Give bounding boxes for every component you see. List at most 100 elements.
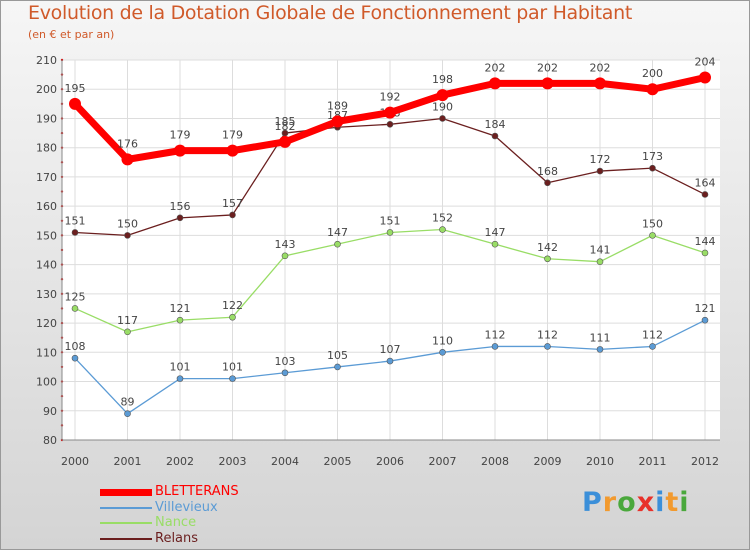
data-label-bletterans: 202 <box>537 61 558 74</box>
data-point-nance <box>596 258 604 265</box>
logo-letter: t <box>665 487 680 518</box>
legend-label: BLETTERANS <box>155 484 239 499</box>
data-label-bletterans: 179 <box>170 129 191 142</box>
data-point-villevieux <box>124 410 131 417</box>
data-label-bletterans: 202 <box>590 61 611 74</box>
data-point-villevieux <box>334 363 341 371</box>
data-label-villevieux: 112 <box>642 328 663 341</box>
data-label-relans: 190 <box>432 100 453 113</box>
data-point-villevieux <box>439 349 446 356</box>
logo-letter: i <box>679 487 690 518</box>
data-point-villevieux <box>281 369 289 377</box>
data-label-nance: 122 <box>222 299 243 312</box>
data-label-bletterans: 189 <box>327 99 348 112</box>
legend-swatch <box>100 522 152 524</box>
data-point-bletterans <box>489 77 501 90</box>
y-tick-label: 150 <box>36 229 57 242</box>
x-tick-label: 2011 <box>639 455 667 468</box>
data-point-bletterans <box>699 71 711 84</box>
data-label-bletterans: 182 <box>275 120 296 133</box>
data-label-bletterans: 200 <box>642 67 663 80</box>
data-point-nance <box>334 240 341 248</box>
y-tick-label: 170 <box>36 171 57 184</box>
logo-letter: x <box>636 487 656 518</box>
data-point-villevieux <box>229 375 236 382</box>
data-label-villevieux: 103 <box>275 355 296 368</box>
data-point-bletterans <box>646 83 659 96</box>
data-point-relans <box>229 211 236 219</box>
x-tick-label: 2002 <box>166 455 194 468</box>
legend-label: Villevieux <box>155 500 218 515</box>
data-point-bletterans <box>279 135 291 148</box>
y-tick-label: 130 <box>36 288 57 301</box>
data-point-relans <box>386 121 394 128</box>
y-tick-label: 100 <box>36 376 57 389</box>
data-label-relans: 173 <box>642 150 663 163</box>
data-point-nance <box>544 255 551 263</box>
data-label-nance: 144 <box>695 235 716 248</box>
data-label-villevieux: 89 <box>121 396 135 409</box>
data-label-nance: 143 <box>275 238 296 251</box>
legend-swatch <box>100 488 152 496</box>
data-point-relans <box>176 214 184 222</box>
data-label-nance: 117 <box>117 314 138 327</box>
data-label-bletterans: 192 <box>380 91 401 104</box>
data-point-villevieux <box>649 343 656 350</box>
data-point-nance <box>386 229 394 236</box>
data-point-nance <box>491 240 499 248</box>
data-point-nance <box>281 252 289 260</box>
data-label-nance: 150 <box>642 217 663 230</box>
legend-item-relans: Relans <box>100 532 198 546</box>
logo-letter: i <box>655 487 666 518</box>
data-point-bletterans <box>174 144 186 157</box>
data-point-relans <box>439 115 446 122</box>
data-point-villevieux <box>386 357 394 365</box>
y-tick-label: 200 <box>36 83 57 96</box>
data-label-bletterans: 176 <box>117 137 138 150</box>
data-point-relans <box>544 179 551 187</box>
y-tick-label: 140 <box>36 259 57 272</box>
data-point-bletterans <box>594 77 606 90</box>
data-point-relans <box>701 191 709 198</box>
legend-label: Nance <box>155 515 197 530</box>
data-point-nance <box>701 249 709 257</box>
data-label-villevieux: 101 <box>222 361 243 374</box>
data-point-villevieux <box>544 343 551 350</box>
data-point-villevieux <box>71 354 79 362</box>
data-point-bletterans <box>384 106 396 119</box>
data-point-nance <box>71 305 79 312</box>
data-label-relans: 151 <box>65 214 86 227</box>
data-label-villevieux: 107 <box>380 343 401 356</box>
data-label-relans: 150 <box>117 217 138 230</box>
logo-letter: P <box>582 487 603 518</box>
data-point-bletterans <box>436 89 449 102</box>
data-label-relans: 185 <box>275 115 296 128</box>
chart-title: Evolution de la Dotation Globale de Fonc… <box>28 2 633 24</box>
logo-letter: o <box>617 487 637 518</box>
legend-swatch <box>100 538 152 540</box>
data-label-bletterans: 179 <box>222 129 243 142</box>
data-point-villevieux <box>491 343 499 350</box>
data-point-nance <box>649 232 656 239</box>
data-point-bletterans <box>331 115 344 128</box>
data-point-nance <box>124 328 131 336</box>
legend-item-villevieux: Villevieux <box>100 501 218 515</box>
y-tick-label: 210 <box>36 54 57 67</box>
legend-swatch <box>100 507 152 509</box>
data-label-nance: 151 <box>380 214 401 227</box>
data-point-relans <box>124 232 131 239</box>
data-point-bletterans <box>69 97 81 110</box>
x-tick-label: 2005 <box>324 455 352 468</box>
data-point-villevieux <box>176 375 184 382</box>
data-label-bletterans: 202 <box>485 61 506 74</box>
y-tick-label: 120 <box>36 317 57 330</box>
data-point-nance <box>229 313 236 321</box>
data-label-relans: 157 <box>222 197 243 210</box>
y-tick-label: 110 <box>36 346 57 359</box>
chart-subtitle: (en € et par an) <box>28 28 115 41</box>
data-label-nance: 152 <box>432 212 453 225</box>
data-label-relans: 168 <box>537 165 558 178</box>
data-point-villevieux <box>596 346 604 353</box>
legend-label: Relans <box>155 531 199 546</box>
